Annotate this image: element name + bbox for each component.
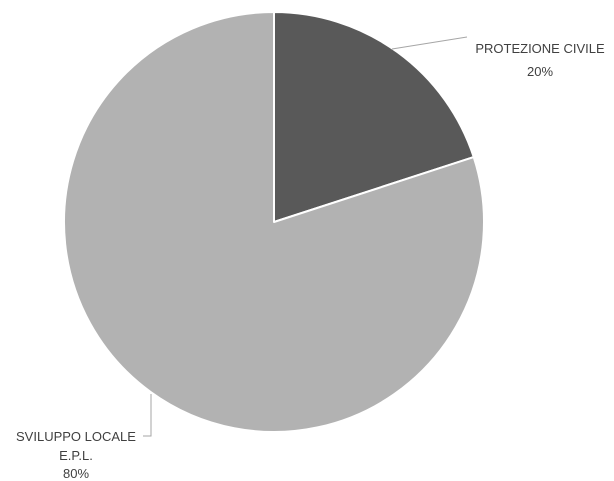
pie-slice-protezione-civile [273, 11, 475, 223]
data-label-protezione-civile-pct: 20% [527, 64, 553, 79]
leader-line-sviluppo-locale [143, 394, 152, 437]
data-label-sviluppo-locale-pct: 80% [63, 466, 89, 481]
pie-slice-sviluppo-locale-e-p-l [63, 11, 485, 433]
leader-line-protezione-civile [391, 36, 468, 50]
data-label-protezione-civile-name: PROTEZIONE CIVILE [475, 41, 605, 56]
data-label-sviluppo-locale-name-2: E.P.L. [59, 448, 93, 463]
pie-slices [63, 11, 485, 433]
data-label-sviluppo-locale-name: SVILUPPO LOCALE [16, 429, 136, 444]
